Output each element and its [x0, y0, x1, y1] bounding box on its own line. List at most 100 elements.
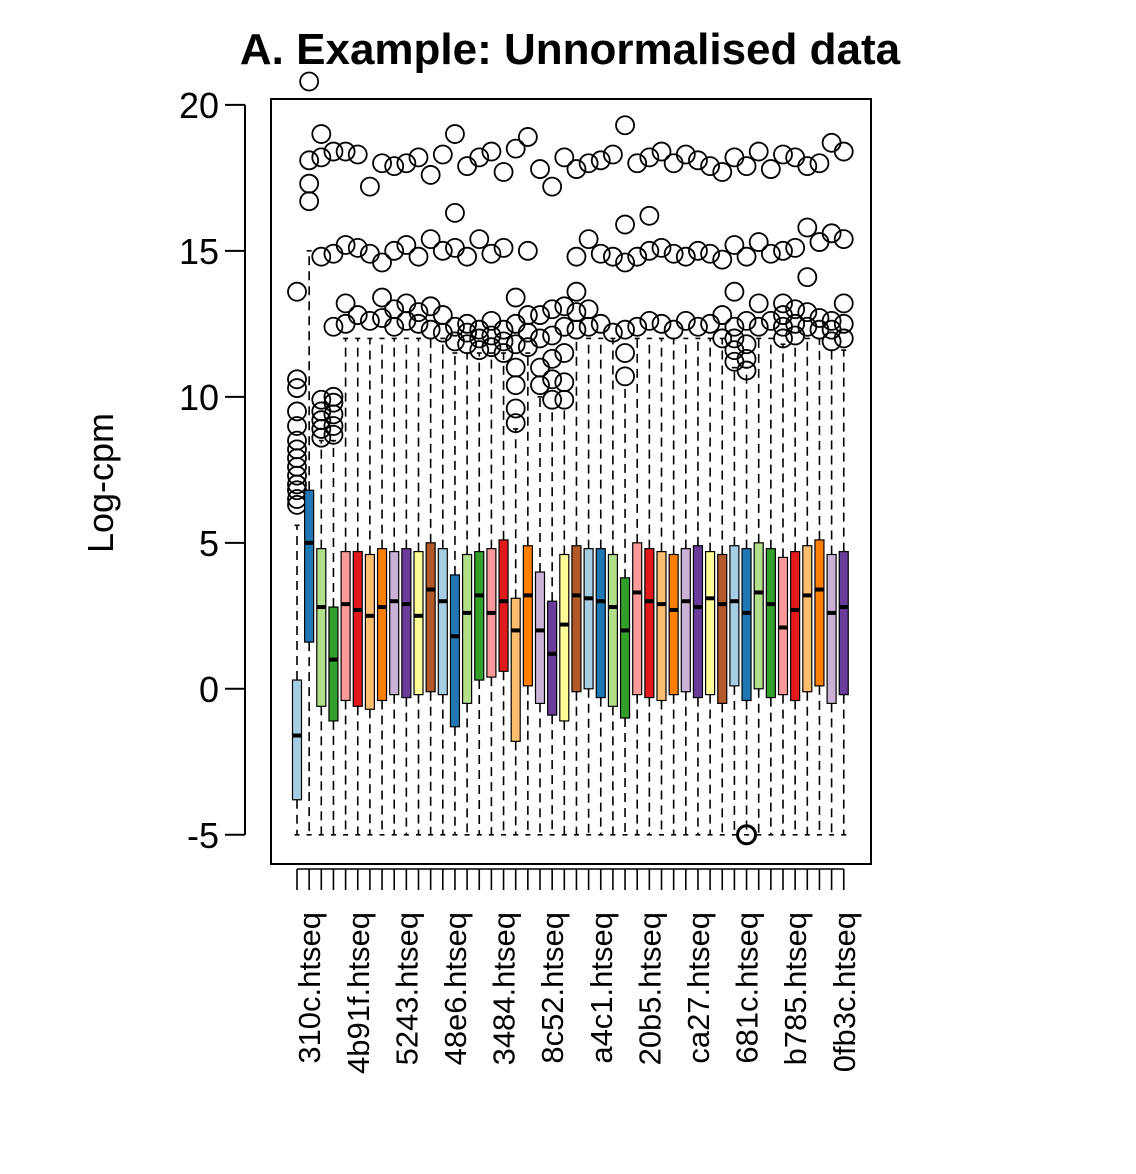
outlier-point	[469, 229, 490, 250]
box-rect	[376, 548, 388, 702]
outlier-point	[615, 214, 635, 235]
outlier-point	[615, 343, 635, 363]
box-group	[372, 153, 392, 836]
outlier-point	[542, 325, 563, 346]
chart-title: A. Example: Unnormalised data	[240, 25, 901, 74]
box-rect	[656, 550, 667, 702]
outlier-point	[760, 311, 781, 331]
outlier-point	[359, 311, 380, 331]
outlier-point	[688, 150, 708, 171]
box-rect	[559, 553, 570, 722]
outlier-point	[335, 313, 356, 334]
outlier-point	[311, 389, 332, 410]
outlier-point	[578, 299, 599, 320]
outlier-point	[347, 238, 368, 258]
outlier-point	[639, 240, 660, 261]
box-rect	[729, 545, 740, 687]
box-rect	[680, 548, 691, 693]
outlier-point	[554, 316, 575, 337]
outlier-point	[287, 439, 307, 460]
box-group	[736, 156, 758, 846]
outlier-point	[311, 147, 332, 168]
x-tick-label: a4c1.htseq	[584, 912, 619, 1064]
x-tick-label: 8c52.htseq	[535, 912, 570, 1064]
x-tick-label: ca27.htseq	[681, 912, 716, 1064]
box-group	[627, 153, 648, 836]
box-rect	[632, 542, 643, 696]
outlier-point	[311, 246, 332, 267]
outlier-point	[566, 281, 587, 302]
outlier-point	[347, 305, 368, 325]
outlier-point	[785, 147, 806, 168]
outlier-point	[566, 302, 587, 323]
outlier-point	[566, 246, 587, 267]
outlier-point	[287, 416, 307, 436]
outlier-point	[700, 156, 720, 177]
outlier-point	[712, 305, 733, 325]
box-rect	[607, 553, 619, 707]
box-rect	[425, 542, 436, 693]
outlier-point	[712, 328, 733, 349]
outlier-point	[311, 410, 332, 431]
box-group	[785, 147, 806, 836]
outlier-point	[299, 150, 320, 171]
outlier-point	[773, 293, 793, 314]
outlier-point	[760, 243, 781, 264]
outlier-point	[712, 249, 733, 270]
box-group	[384, 156, 405, 836]
outlier-point	[736, 824, 758, 846]
outlier-point	[627, 316, 648, 337]
outlier-point	[615, 115, 635, 136]
box-group	[821, 132, 842, 836]
outlier-point	[287, 430, 307, 451]
outlier-point	[833, 313, 854, 334]
outlier-point	[335, 293, 356, 314]
outlier-point	[481, 243, 502, 264]
outlier-point	[445, 316, 465, 337]
outlier-point	[530, 328, 550, 349]
outlier-point	[675, 246, 696, 267]
outlier-point	[651, 141, 672, 162]
outlier-point	[457, 313, 478, 334]
box-group	[457, 156, 478, 836]
box-rect	[717, 553, 728, 705]
box-rect	[364, 553, 375, 710]
outlier-point	[287, 369, 307, 390]
outlier-point	[384, 240, 405, 261]
x-tick-label: b785.htseq	[778, 912, 813, 1065]
outlier-point	[651, 238, 672, 258]
outlier-point	[432, 144, 453, 165]
outlier-point	[457, 246, 478, 267]
outlier-point	[481, 141, 502, 162]
x-tick-label: 5243.htseq	[389, 912, 424, 1065]
box-rect	[449, 574, 461, 728]
outlier-point	[372, 153, 392, 174]
outlier-point	[675, 311, 696, 331]
box-rect	[753, 542, 764, 690]
outlier-point	[517, 127, 538, 147]
box-group	[420, 165, 441, 836]
outlier-point	[347, 144, 368, 165]
box-rect	[571, 545, 582, 693]
outlier-point	[469, 340, 490, 361]
outlier-point	[566, 159, 587, 179]
box-group	[651, 141, 672, 836]
outlier-point	[724, 235, 745, 255]
outlier-point	[420, 229, 441, 250]
outlier-point	[675, 144, 696, 165]
outlier-point	[505, 375, 526, 396]
outlier-point	[566, 319, 587, 340]
outlier-point	[323, 243, 344, 264]
outlier-point	[432, 305, 453, 325]
box-rect	[704, 550, 716, 696]
outlier-point	[651, 313, 672, 334]
outlier-point	[627, 246, 648, 267]
outlier-point	[785, 299, 806, 320]
box-group	[311, 124, 332, 836]
box-group	[408, 147, 429, 836]
box-group	[700, 156, 720, 836]
outlier-point	[323, 141, 344, 162]
outlier-point	[493, 162, 514, 182]
outlier-point	[821, 331, 842, 352]
box-group	[773, 144, 793, 836]
